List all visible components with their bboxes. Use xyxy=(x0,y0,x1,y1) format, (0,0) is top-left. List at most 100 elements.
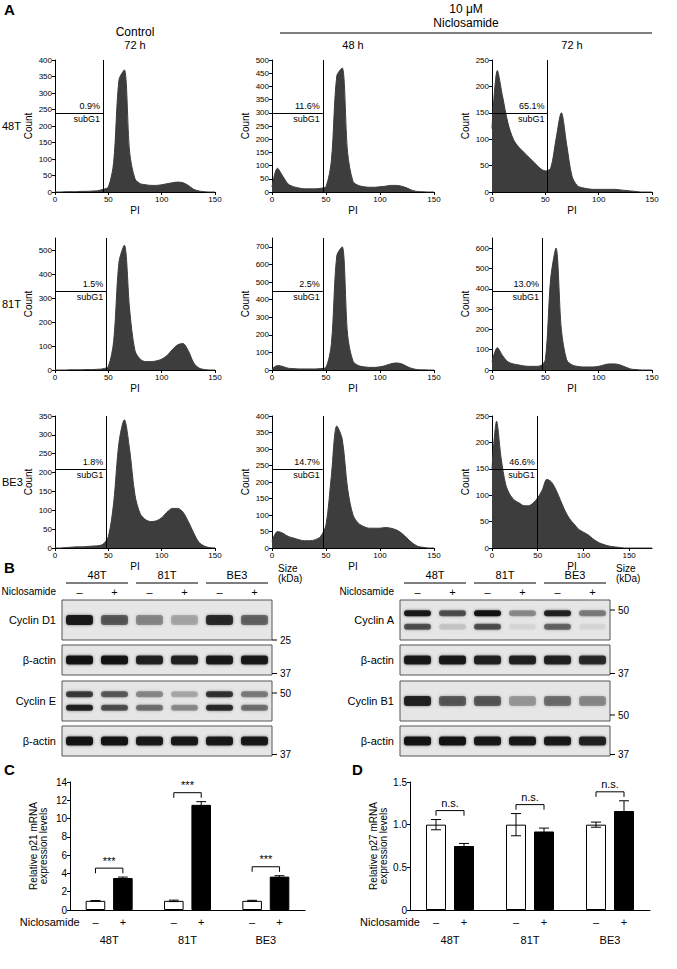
svg-text:200: 200 xyxy=(476,438,490,447)
svg-text:48T: 48T xyxy=(426,569,445,581)
svg-text:BE3: BE3 xyxy=(255,934,276,946)
svg-text:100: 100 xyxy=(256,511,270,520)
svg-text:200: 200 xyxy=(256,478,270,487)
svg-text:0: 0 xyxy=(53,373,58,382)
svg-text:150: 150 xyxy=(476,108,490,117)
svg-text:500: 500 xyxy=(476,264,490,273)
svg-text:400: 400 xyxy=(39,270,53,279)
svg-text:500: 500 xyxy=(39,246,53,255)
svg-text:100: 100 xyxy=(476,345,490,354)
svg-text:BE3: BE3 xyxy=(227,569,248,581)
svg-text:500: 500 xyxy=(256,278,270,287)
svg-text:14.7%: 14.7% xyxy=(294,457,320,467)
svg-text:subG1: subG1 xyxy=(77,470,104,480)
svg-text:β-actin: β-actin xyxy=(23,654,56,666)
svg-text:150: 150 xyxy=(39,487,53,496)
svg-text:–: – xyxy=(593,916,600,928)
svg-text:37: 37 xyxy=(280,749,292,760)
svg-text:300: 300 xyxy=(39,89,53,98)
svg-text:subG1: subG1 xyxy=(513,292,540,302)
svg-text:Niclosamide: Niclosamide xyxy=(20,916,80,928)
svg-text:150: 150 xyxy=(427,373,441,382)
svg-text:Control: Control xyxy=(116,25,155,39)
svg-text:PI: PI xyxy=(348,205,357,216)
svg-text:PI: PI xyxy=(567,383,576,394)
svg-text:14: 14 xyxy=(56,777,68,788)
svg-text:Niclosamide: Niclosamide xyxy=(2,586,57,597)
svg-text:Count: Count xyxy=(23,290,34,317)
svg-text:Count: Count xyxy=(460,468,471,495)
svg-text:8: 8 xyxy=(61,831,67,842)
svg-text:200: 200 xyxy=(39,122,53,131)
svg-text:250: 250 xyxy=(39,105,53,114)
svg-text:200: 200 xyxy=(39,318,53,327)
svg-text:subG1: subG1 xyxy=(77,292,104,302)
svg-text:–: – xyxy=(484,586,491,598)
svg-text:50: 50 xyxy=(104,551,113,560)
svg-text:–: – xyxy=(216,586,223,598)
svg-text:–: – xyxy=(92,916,99,928)
svg-text:11.6%: 11.6% xyxy=(295,101,320,111)
svg-text:subG1: subG1 xyxy=(293,470,320,480)
svg-text:50: 50 xyxy=(618,605,630,616)
svg-text:50: 50 xyxy=(480,517,489,526)
svg-text:+: + xyxy=(181,586,187,598)
svg-text:–: – xyxy=(433,916,440,928)
svg-text:+: + xyxy=(621,916,627,928)
svg-text:1.0: 1.0 xyxy=(393,819,407,830)
svg-text:350: 350 xyxy=(39,412,53,421)
svg-text:100: 100 xyxy=(39,155,53,164)
svg-text:expression levels: expression levels xyxy=(38,808,49,885)
svg-text:200: 200 xyxy=(476,82,490,91)
svg-text:48T: 48T xyxy=(100,934,119,946)
svg-text:BE3: BE3 xyxy=(600,934,621,946)
svg-text:n.s.: n.s. xyxy=(601,778,619,790)
svg-text:PI: PI xyxy=(130,205,139,216)
svg-text:50: 50 xyxy=(260,174,269,183)
svg-text:Count: Count xyxy=(240,290,251,317)
svg-text:1.5: 1.5 xyxy=(393,777,407,788)
svg-text:Niclosamide: Niclosamide xyxy=(340,586,395,597)
svg-text:–: – xyxy=(249,916,256,928)
svg-text:100: 100 xyxy=(256,161,270,170)
svg-text:100: 100 xyxy=(592,195,606,204)
svg-text:+: + xyxy=(198,916,204,928)
svg-text:50: 50 xyxy=(541,195,550,204)
svg-text:100: 100 xyxy=(39,506,53,515)
svg-text:350: 350 xyxy=(256,428,270,437)
svg-text:PI: PI xyxy=(130,383,139,394)
svg-text:250: 250 xyxy=(39,449,53,458)
svg-text:37: 37 xyxy=(618,668,630,679)
svg-text:300: 300 xyxy=(39,430,53,439)
svg-text:700: 700 xyxy=(256,242,270,251)
svg-text:50: 50 xyxy=(104,373,113,382)
svg-text:(kDa): (kDa) xyxy=(278,573,302,584)
svg-text:0: 0 xyxy=(490,373,495,382)
svg-text:0: 0 xyxy=(270,373,275,382)
svg-text:300: 300 xyxy=(39,294,53,303)
svg-text:Count: Count xyxy=(460,290,471,317)
svg-text:300: 300 xyxy=(256,108,270,117)
svg-text:50: 50 xyxy=(322,195,331,204)
svg-text:37: 37 xyxy=(618,749,630,760)
svg-text:100: 100 xyxy=(373,373,387,382)
svg-text:+: + xyxy=(276,916,282,928)
svg-text:BE3: BE3 xyxy=(2,476,23,488)
svg-text:–: – xyxy=(513,916,520,928)
svg-text:subG1: subG1 xyxy=(508,470,535,480)
svg-text:***: *** xyxy=(103,855,117,867)
svg-text:2: 2 xyxy=(61,886,67,897)
svg-text:Cyclin B1: Cyclin B1 xyxy=(348,695,394,707)
svg-text:0: 0 xyxy=(490,195,495,204)
svg-text:50: 50 xyxy=(322,551,331,560)
svg-text:PI: PI xyxy=(348,383,357,394)
svg-text:0: 0 xyxy=(53,195,58,204)
svg-text:48 h: 48 h xyxy=(342,39,363,51)
svg-text:Cyclin E: Cyclin E xyxy=(16,695,56,707)
svg-text:150: 150 xyxy=(645,373,659,382)
svg-text:***: *** xyxy=(181,779,195,791)
svg-text:250: 250 xyxy=(256,122,270,131)
svg-text:81T: 81T xyxy=(496,569,515,581)
svg-text:200: 200 xyxy=(476,325,490,334)
svg-text:13.0%: 13.0% xyxy=(514,279,540,289)
